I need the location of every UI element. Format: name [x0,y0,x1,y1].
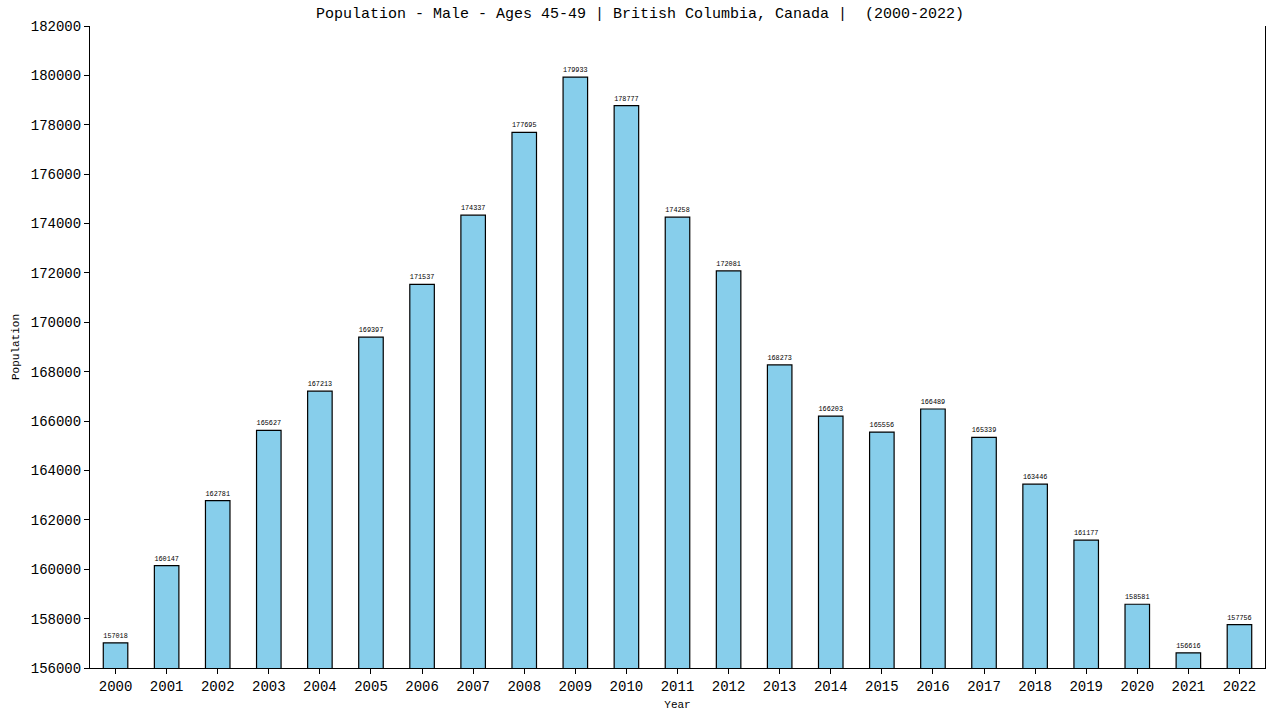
svg-text:169397: 169397 [359,326,383,334]
svg-text:2008: 2008 [507,679,541,695]
svg-text:166203: 166203 [819,405,843,413]
svg-text:166489: 166489 [921,398,945,406]
svg-text:172000: 172000 [31,266,81,282]
svg-text:165339: 165339 [972,426,996,434]
svg-text:180000: 180000 [31,68,81,84]
svg-text:2007: 2007 [456,679,490,695]
svg-text:2021: 2021 [1172,679,1206,695]
svg-text:2019: 2019 [1069,679,1103,695]
svg-text:2012: 2012 [712,679,746,695]
svg-text:162781: 162781 [205,490,229,498]
svg-text:2014: 2014 [814,679,848,695]
svg-text:2000: 2000 [99,679,133,695]
svg-text:2010: 2010 [610,679,644,695]
svg-text:2022: 2022 [1223,679,1257,695]
svg-text:Population - Male - Ages 45-49: Population - Male - Ages 45-49 | British… [316,6,964,23]
svg-text:158000: 158000 [31,612,81,628]
svg-text:162000: 162000 [31,513,81,529]
svg-text:2020: 2020 [1120,679,1154,695]
svg-text:2006: 2006 [405,679,439,695]
svg-text:165627: 165627 [257,419,281,427]
svg-text:157756: 157756 [1227,614,1251,622]
svg-text:174258: 174258 [665,206,689,214]
svg-text:165556: 165556 [870,421,894,429]
svg-text:2013: 2013 [763,679,797,695]
svg-text:2016: 2016 [916,679,950,695]
svg-text:156000: 156000 [31,661,81,677]
svg-text:179933: 179933 [563,66,587,74]
svg-text:157018: 157018 [103,632,127,640]
svg-text:160000: 160000 [31,562,81,578]
svg-text:2015: 2015 [865,679,899,695]
svg-text:168000: 168000 [31,365,81,381]
svg-text:2005: 2005 [354,679,388,695]
svg-text:2018: 2018 [1018,679,1052,695]
svg-text:174000: 174000 [31,216,81,232]
svg-text:178777: 178777 [614,95,638,103]
svg-text:168273: 168273 [767,354,791,362]
svg-text:177695: 177695 [512,121,536,129]
svg-text:2011: 2011 [661,679,695,695]
svg-text:170000: 170000 [31,315,81,331]
svg-text:166000: 166000 [31,414,81,430]
svg-text:172081: 172081 [716,260,740,268]
svg-text:163446: 163446 [1023,473,1047,481]
svg-text:2001: 2001 [150,679,184,695]
svg-text:182000: 182000 [31,19,81,35]
svg-text:174337: 174337 [461,204,485,212]
svg-text:2017: 2017 [967,679,1001,695]
svg-text:161177: 161177 [1074,529,1098,537]
svg-text:2003: 2003 [252,679,286,695]
svg-text:2004: 2004 [303,679,337,695]
svg-text:2009: 2009 [559,679,593,695]
svg-text:156616: 156616 [1176,642,1200,650]
svg-text:178000: 178000 [31,118,81,134]
svg-text:167213: 167213 [308,380,332,388]
svg-text:160147: 160147 [154,555,178,563]
svg-text:Population: Population [10,314,22,380]
svg-text:Year: Year [664,699,690,711]
svg-text:2002: 2002 [201,679,235,695]
svg-text:176000: 176000 [31,167,81,183]
svg-text:158581: 158581 [1125,593,1149,601]
svg-text:171537: 171537 [410,273,434,281]
svg-text:164000: 164000 [31,463,81,479]
